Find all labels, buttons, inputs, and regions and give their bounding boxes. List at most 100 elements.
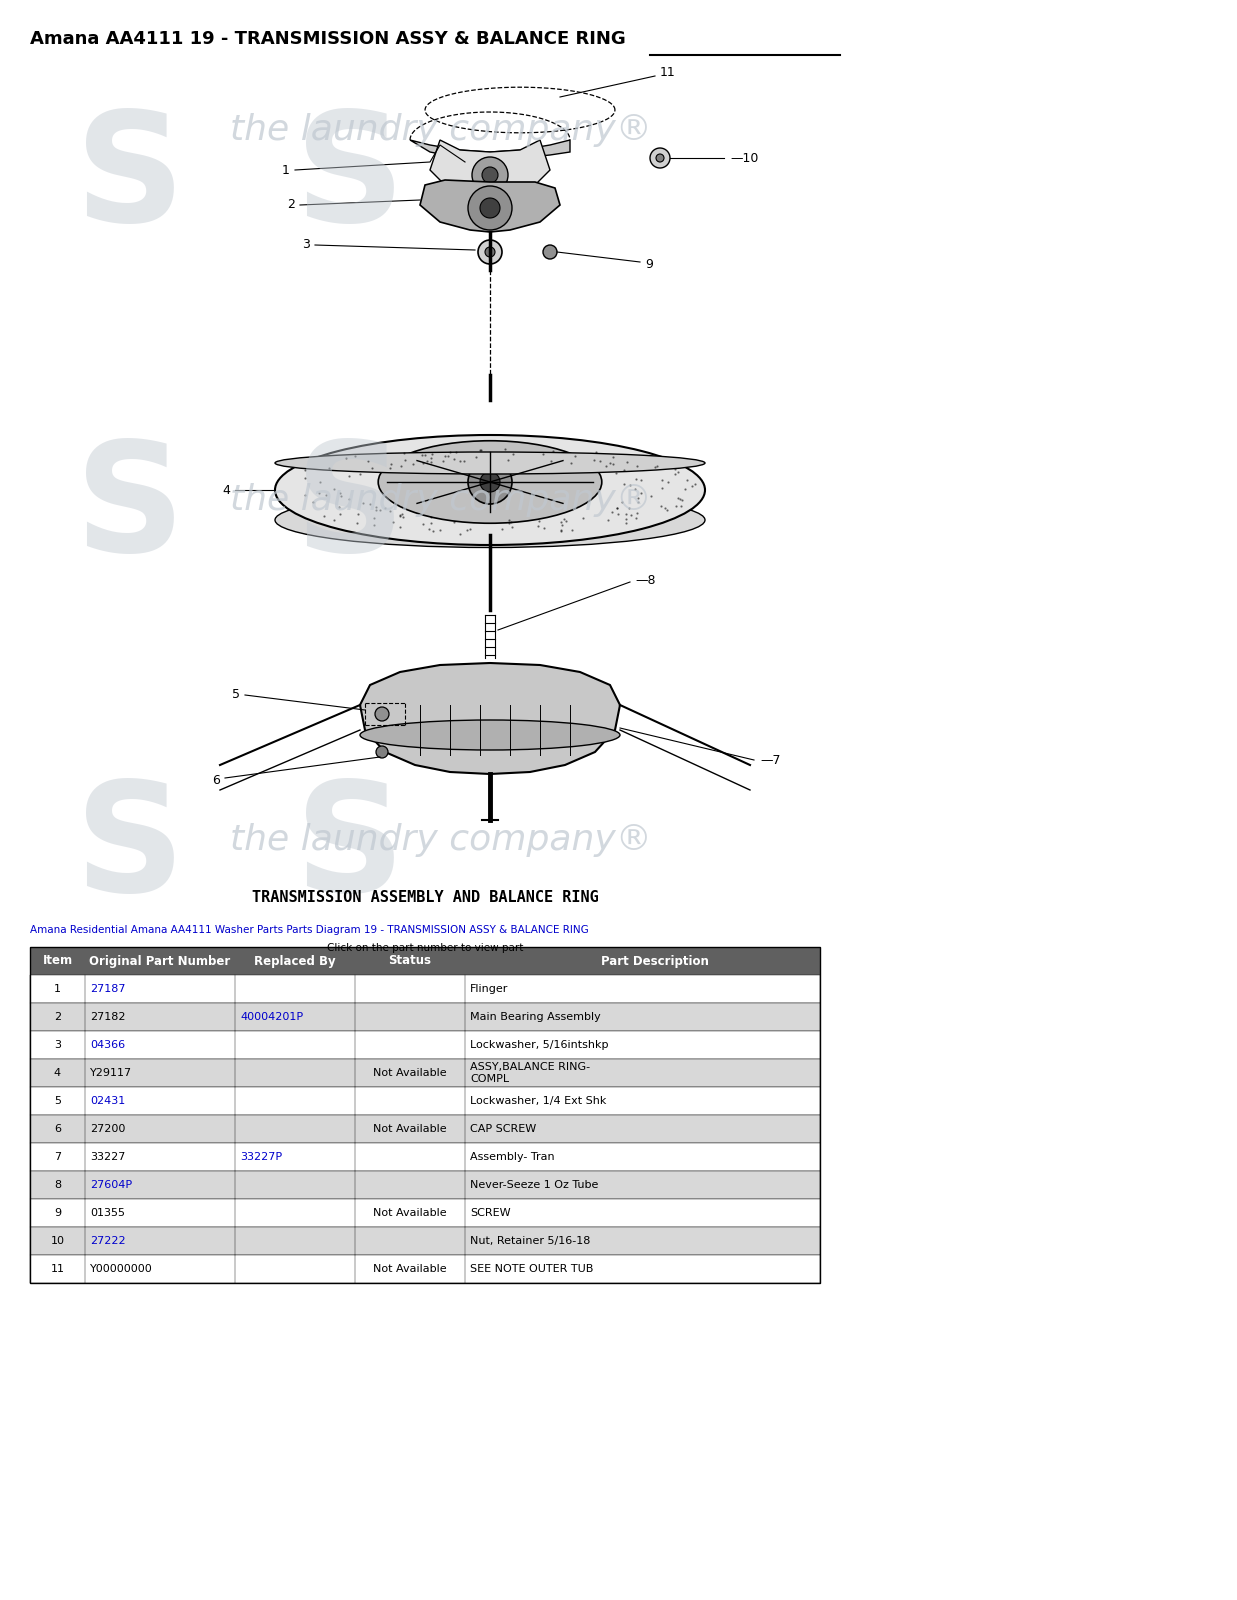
Circle shape [649, 149, 670, 168]
Text: Y00000000: Y00000000 [90, 1264, 152, 1274]
Text: 33227: 33227 [90, 1152, 125, 1162]
Text: Lockwasher, 5/16intshkp: Lockwasher, 5/16intshkp [470, 1040, 609, 1050]
Text: Main Bearing Assembly: Main Bearing Assembly [470, 1013, 601, 1022]
Bar [30, 1171, 820, 1198]
Text: 4: 4 [223, 483, 230, 496]
Text: 27222: 27222 [90, 1235, 126, 1246]
Bar [30, 1086, 820, 1115]
Circle shape [468, 186, 512, 230]
Bar [30, 1198, 820, 1227]
Text: 33227P: 33227P [240, 1152, 282, 1162]
Text: 4: 4 [54, 1069, 61, 1078]
Text: 04366: 04366 [90, 1040, 125, 1050]
Bar [30, 1227, 820, 1254]
Text: 2: 2 [54, 1013, 61, 1022]
Circle shape [656, 154, 664, 162]
Text: 3: 3 [54, 1040, 61, 1050]
Circle shape [376, 746, 388, 758]
Text: Lockwasher, 1/4 Ext Shk: Lockwasher, 1/4 Ext Shk [470, 1096, 606, 1106]
Text: Nut, Retainer 5/16-18: Nut, Retainer 5/16-18 [470, 1235, 590, 1246]
Text: —8: —8 [635, 573, 656, 587]
Text: 27182: 27182 [90, 1013, 125, 1022]
Text: Y29117: Y29117 [90, 1069, 132, 1078]
Text: Not Available: Not Available [374, 1208, 447, 1218]
Text: Status: Status [388, 955, 432, 968]
Text: 7: 7 [54, 1152, 61, 1162]
Polygon shape [409, 141, 570, 160]
Circle shape [482, 166, 499, 182]
Text: Assembly- Tran: Assembly- Tran [470, 1152, 554, 1162]
Text: 1: 1 [282, 163, 289, 176]
Text: Item: Item [42, 955, 73, 968]
Text: SEE NOTE OUTER TUB: SEE NOTE OUTER TUB [470, 1264, 594, 1274]
Text: —7: —7 [760, 754, 781, 766]
Text: 10: 10 [51, 1235, 64, 1246]
Text: 27604P: 27604P [90, 1181, 132, 1190]
Bar [30, 947, 820, 974]
Text: Original Part Number: Original Part Number [89, 955, 230, 968]
Text: S: S [294, 106, 404, 254]
Text: 27200: 27200 [90, 1123, 125, 1134]
Ellipse shape [379, 440, 601, 523]
Text: 9: 9 [644, 259, 653, 272]
Circle shape [480, 472, 500, 493]
Polygon shape [360, 662, 620, 774]
Text: 01355: 01355 [90, 1208, 125, 1218]
Text: Not Available: Not Available [374, 1069, 447, 1078]
Circle shape [468, 461, 512, 504]
Text: Never-Seeze 1 Oz Tube: Never-Seeze 1 Oz Tube [470, 1181, 599, 1190]
Text: 27187: 27187 [90, 984, 125, 994]
Text: Not Available: Not Available [374, 1264, 447, 1274]
Text: 5: 5 [233, 688, 240, 701]
Circle shape [485, 246, 495, 258]
Bar [30, 974, 820, 1003]
Bar [30, 1003, 820, 1030]
Text: S: S [75, 106, 186, 254]
Text: —10: —10 [730, 152, 758, 165]
Bar [30, 947, 820, 1283]
Text: 11: 11 [51, 1264, 64, 1274]
Text: Replaced By: Replaced By [254, 955, 335, 968]
Text: 9: 9 [54, 1208, 61, 1218]
Ellipse shape [275, 493, 705, 547]
Circle shape [480, 198, 500, 218]
Text: Part Description: Part Description [601, 955, 709, 968]
Text: 02431: 02431 [90, 1096, 125, 1106]
Text: ASSY,BALANCE RING-
COMPL: ASSY,BALANCE RING- COMPL [470, 1062, 590, 1083]
Text: 11: 11 [661, 66, 675, 78]
Text: CAP SCREW: CAP SCREW [470, 1123, 537, 1134]
Text: 40004201P: 40004201P [240, 1013, 303, 1022]
Text: 6: 6 [212, 773, 220, 787]
Text: Not Available: Not Available [374, 1123, 447, 1134]
Text: the laundry company®: the laundry company® [230, 114, 652, 147]
Bar [30, 1142, 820, 1171]
Text: SCREW: SCREW [470, 1208, 511, 1218]
Circle shape [375, 707, 388, 722]
Text: S: S [294, 435, 404, 584]
Ellipse shape [275, 435, 705, 546]
Text: the laundry company®: the laundry company® [230, 822, 652, 858]
Bar [30, 1030, 820, 1059]
Text: TRANSMISSION ASSEMBLY AND BALANCE RING: TRANSMISSION ASSEMBLY AND BALANCE RING [251, 891, 599, 906]
Text: S: S [75, 435, 186, 584]
Text: S: S [294, 776, 404, 925]
Ellipse shape [360, 720, 620, 750]
Text: 5: 5 [54, 1096, 61, 1106]
Ellipse shape [275, 451, 705, 474]
Text: Amana Residential Amana AA4111 Washer Parts Parts Diagram 19 - TRANSMISSION ASSY: Amana Residential Amana AA4111 Washer Pa… [30, 925, 589, 934]
Text: Amana AA4111 19 - TRANSMISSION ASSY & BALANCE RING: Amana AA4111 19 - TRANSMISSION ASSY & BA… [30, 30, 626, 48]
Bar [30, 1059, 820, 1086]
Text: 1: 1 [54, 984, 61, 994]
Text: S: S [75, 776, 186, 925]
Bar [30, 1115, 820, 1142]
Circle shape [473, 157, 508, 194]
Text: 3: 3 [302, 238, 310, 251]
Text: Flinger: Flinger [470, 984, 508, 994]
Circle shape [477, 240, 502, 264]
Text: the laundry company®: the laundry company® [230, 483, 652, 517]
Polygon shape [430, 141, 550, 197]
Text: 2: 2 [287, 198, 294, 211]
Text: 8: 8 [54, 1181, 61, 1190]
Bar [30, 1254, 820, 1283]
Text: 6: 6 [54, 1123, 61, 1134]
